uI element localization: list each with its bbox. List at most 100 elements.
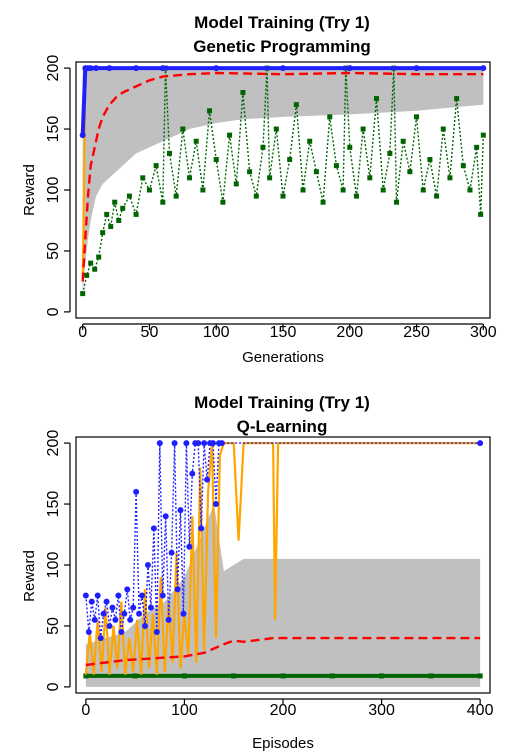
data-point-sample bbox=[83, 673, 89, 679]
series-line-sample bbox=[82, 68, 484, 294]
data-point-sample bbox=[146, 187, 152, 193]
data-point-max bbox=[147, 604, 154, 611]
x-tick-label: 200 bbox=[336, 324, 363, 341]
data-point-sample bbox=[427, 157, 433, 163]
data-point-sample bbox=[394, 199, 400, 205]
data-point-sample bbox=[379, 673, 385, 679]
data-point-sample bbox=[187, 175, 193, 181]
data-point-sample bbox=[260, 144, 266, 150]
data-point-sample bbox=[367, 175, 373, 181]
data-point-max bbox=[180, 610, 187, 617]
data-point-max bbox=[106, 65, 113, 72]
data-point-sample bbox=[360, 126, 366, 132]
y-tick-label: 100 bbox=[45, 177, 62, 204]
data-point-sample bbox=[340, 187, 346, 193]
data-point-sample bbox=[120, 205, 126, 211]
data-point-max bbox=[174, 586, 181, 593]
data-point-max bbox=[195, 440, 202, 447]
data-point-sample bbox=[267, 175, 273, 181]
data-point-max bbox=[106, 622, 113, 629]
series-line-mean bbox=[85, 636, 481, 667]
x-tick-label: 100 bbox=[203, 324, 230, 341]
x-tick-label: 250 bbox=[403, 324, 430, 341]
y-axis-label: Reward bbox=[21, 550, 38, 602]
data-point-sample bbox=[126, 193, 132, 199]
data-point-max bbox=[159, 592, 166, 599]
data-point-sample bbox=[477, 673, 483, 679]
data-point-max bbox=[118, 629, 125, 636]
data-point-max bbox=[210, 440, 217, 447]
data-point-sample bbox=[347, 144, 353, 150]
data-point-max bbox=[127, 616, 134, 623]
data-point-sample bbox=[231, 673, 237, 679]
data-point-sample bbox=[387, 150, 393, 156]
data-point-sample bbox=[153, 163, 159, 169]
data-point-sample bbox=[327, 114, 333, 120]
data-point-max bbox=[139, 592, 146, 599]
data-point-max bbox=[346, 65, 353, 72]
data-point-sample bbox=[80, 291, 86, 297]
data-point-max bbox=[115, 592, 122, 599]
data-point-sample bbox=[140, 175, 146, 181]
data-point-max bbox=[94, 592, 101, 599]
data-point-sample bbox=[380, 187, 386, 193]
data-point-max bbox=[162, 513, 169, 520]
data-point-max bbox=[212, 501, 219, 508]
data-point-max bbox=[177, 507, 184, 514]
data-point-sample bbox=[247, 169, 253, 175]
y-tick-label: 0 bbox=[45, 682, 62, 691]
plot-frame bbox=[75, 61, 491, 319]
x-tick-label: 300 bbox=[470, 324, 497, 341]
data-point-sample bbox=[200, 187, 206, 193]
y-axis-label: Reward bbox=[21, 164, 38, 216]
data-point-max bbox=[144, 562, 151, 568]
data-point-max bbox=[124, 586, 131, 593]
data-point-max bbox=[413, 65, 420, 72]
data-point-sample bbox=[440, 126, 446, 132]
data-point-sample bbox=[313, 169, 319, 175]
x-tick-label: 100 bbox=[171, 702, 198, 719]
data-point-max bbox=[97, 635, 104, 642]
data-point-sample bbox=[273, 126, 279, 132]
data-point-sample bbox=[133, 211, 139, 217]
data-point-sample bbox=[320, 199, 326, 205]
data-point-max bbox=[159, 65, 166, 72]
data-point-max bbox=[121, 610, 128, 617]
data-point-sample bbox=[407, 169, 413, 175]
data-point-sample bbox=[428, 673, 434, 679]
chart-genetic-programming-svg: Model Training (Try 1) Genetic Programmi… bbox=[21, 13, 497, 366]
data-point-max bbox=[136, 610, 143, 617]
data-point-sample bbox=[213, 157, 219, 163]
data-point-max bbox=[189, 470, 196, 477]
y-tick-label: 150 bbox=[45, 116, 62, 143]
data-point-max bbox=[100, 610, 107, 617]
data-point-max bbox=[142, 622, 148, 629]
data-point-max bbox=[85, 629, 92, 636]
data-point-max bbox=[168, 549, 175, 556]
data-point-max bbox=[218, 440, 225, 447]
data-point-max bbox=[204, 476, 211, 483]
y-tick-label: 200 bbox=[45, 430, 62, 457]
data-point-max bbox=[183, 440, 190, 447]
data-point-sample bbox=[220, 199, 226, 205]
chart-subtitle: Q-Learning bbox=[237, 417, 328, 436]
data-point-sample bbox=[160, 199, 166, 205]
data-point-sample bbox=[88, 260, 94, 266]
data-point-sample bbox=[353, 193, 359, 199]
chart-genetic-programming: Model Training (Try 1) Genetic Programmi… bbox=[21, 13, 497, 366]
data-point-max bbox=[186, 543, 193, 550]
x-axis-label: Generations bbox=[242, 349, 324, 366]
x-tick-label: 50 bbox=[141, 324, 159, 341]
data-point-sample bbox=[96, 254, 102, 260]
y-tick-label: 50 bbox=[45, 242, 62, 260]
data-point-max bbox=[93, 65, 100, 72]
data-point-sample bbox=[92, 266, 98, 272]
x-tick-label: 150 bbox=[270, 324, 297, 341]
data-point-max bbox=[153, 629, 160, 636]
data-point-sample bbox=[307, 138, 313, 144]
data-point-sample bbox=[227, 132, 233, 138]
y-tick-label: 150 bbox=[45, 491, 62, 518]
data-point-sample bbox=[373, 96, 379, 102]
data-point-sample bbox=[300, 187, 306, 193]
data-point-sample bbox=[467, 187, 473, 193]
